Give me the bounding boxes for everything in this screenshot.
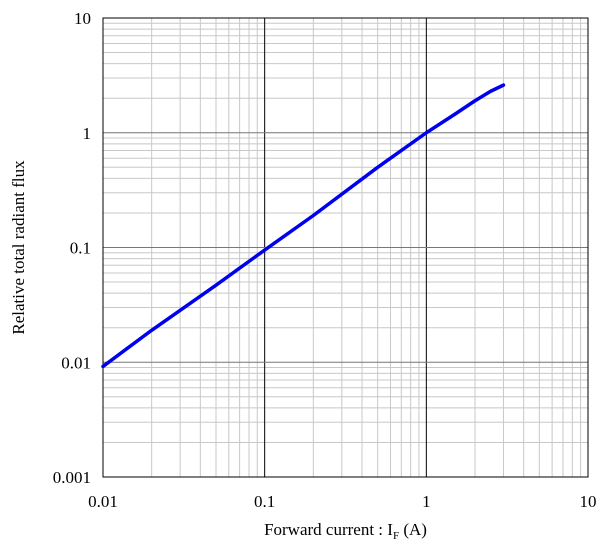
x-axis-title-main: Forward current : I (264, 520, 393, 539)
x-axis-title-suffix: (A) (399, 520, 427, 539)
x-axis-title: Forward current : IF (A) (264, 520, 427, 542)
y-tick-label: 10 (74, 9, 91, 28)
plot-area-frame (102, 17, 589, 478)
radiant-flux-curve (101, 83, 506, 369)
y-axis-title: Relative total radiant flux (9, 160, 28, 335)
x-tick-label: 1 (422, 492, 431, 511)
x-axis-title-subscript: F (393, 530, 399, 542)
x-axis-tick-labels: 0.01 0.1 1 10 (88, 492, 596, 511)
x-tick-label: 10 (580, 492, 597, 511)
x-tick-label: 0.01 (88, 492, 118, 511)
y-tick-label: 0.01 (61, 353, 91, 372)
series-group (101, 83, 506, 369)
x-tick-label: 0.1 (254, 492, 275, 511)
y-tick-label: 0.001 (53, 468, 91, 487)
y-axis-tick-labels: 0.001 0.01 0.1 1 10 (53, 9, 91, 487)
y-tick-label: 1 (83, 124, 92, 143)
y-tick-label: 0.1 (70, 239, 91, 258)
